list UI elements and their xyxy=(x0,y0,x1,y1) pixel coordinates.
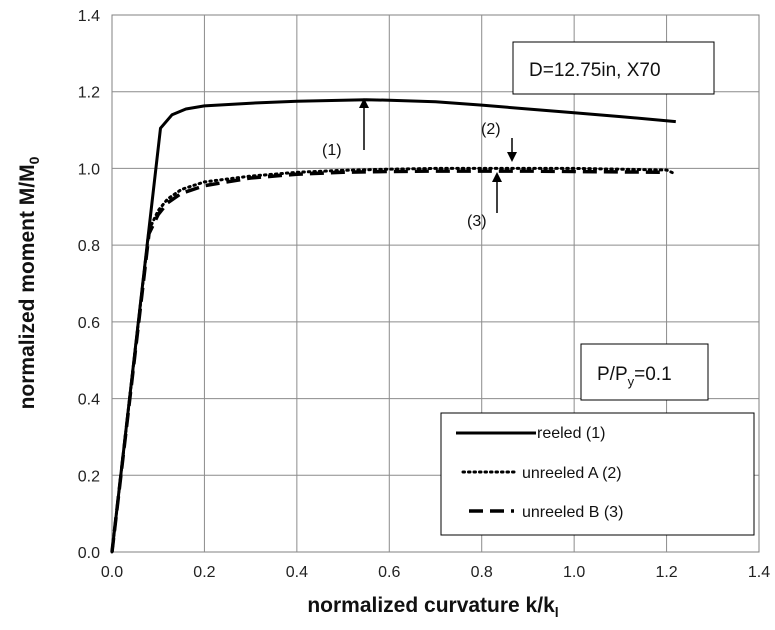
annotation-arrow-3 xyxy=(492,172,502,213)
legend-label-reeled: reeled (1) xyxy=(537,425,605,442)
series-layer xyxy=(110,98,678,554)
annotation-label-3: (3) xyxy=(467,213,487,230)
y-tick-label: 1.2 xyxy=(78,85,100,102)
info-box-text: D=12.75in, X70 xyxy=(529,60,661,81)
y-tick-label: 0.2 xyxy=(78,468,100,485)
y-tick-label: 0.0 xyxy=(78,545,100,562)
x-tick-label: 0.4 xyxy=(286,564,308,581)
x-tick-label: 0.0 xyxy=(101,564,123,581)
info-box xyxy=(512,41,715,95)
series-line-solid xyxy=(110,98,676,553)
annotation-label-1: (1) xyxy=(322,142,342,159)
legend: reeled (1) unreeled A (2) unreeled B (3) xyxy=(440,412,755,536)
x-tick-label: 0.8 xyxy=(471,564,493,581)
y-tick-labels: 0.0 0.2 0.4 0.6 0.8 1.0 1.2 1.4 xyxy=(78,8,100,562)
series-line-dotted xyxy=(110,166,678,554)
x-tick-label: 1.2 xyxy=(655,564,677,581)
y-tick-label: 1.4 xyxy=(78,8,100,25)
annotation-arrow-2 xyxy=(507,138,517,162)
x-tick-labels: 0.0 0.2 0.4 0.6 0.8 1.0 1.2 1.4 xyxy=(101,564,770,581)
x-axis-title: normalized curvature k/kl xyxy=(307,594,558,620)
pressure-box xyxy=(580,343,709,401)
series-line-dashed xyxy=(110,169,667,553)
y-tick-label: 0.8 xyxy=(78,238,100,255)
y-tick-label: 1.0 xyxy=(78,161,100,178)
legend-label-unreeled-b: unreeled B (3) xyxy=(522,504,623,521)
y-axis-title: normalized moment M/M0 xyxy=(16,156,42,409)
annotation-label-2: (2) xyxy=(481,121,501,138)
x-tick-label: 1.4 xyxy=(748,564,770,581)
x-tick-label: 0.6 xyxy=(378,564,400,581)
annotation-arrow-1 xyxy=(359,98,369,150)
y-tick-label: 0.6 xyxy=(78,315,100,332)
x-tick-label: 0.2 xyxy=(193,564,215,581)
legend-label-unreeled-a: unreeled A (2) xyxy=(522,465,622,482)
x-tick-label: 1.0 xyxy=(563,564,585,581)
pressure-box-text: P/Py=0.1 xyxy=(597,364,672,389)
y-tick-label: 0.4 xyxy=(78,392,100,409)
